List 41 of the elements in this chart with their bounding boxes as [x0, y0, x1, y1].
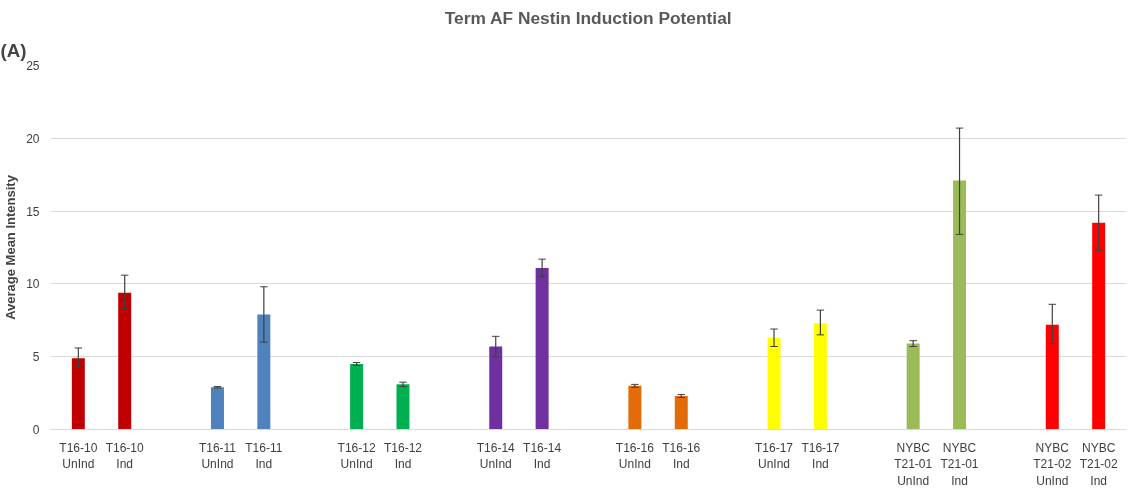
x-tick-label: T16-12 Ind — [383, 440, 423, 472]
bar — [535, 267, 549, 430]
text: (A) — [0, 39, 27, 61]
x-tick-label: T16-11 UnInd — [198, 440, 237, 472]
x-tick-label: T16-10 Ind — [105, 440, 145, 472]
y-tick-label: 0 — [32, 423, 40, 437]
y-axis-title: Average Mean Intensity — [3, 174, 19, 320]
x-tick-label: T16-14 UnInd — [476, 440, 516, 472]
y-tick-label: 10 — [26, 277, 40, 292]
y-tick-label: 20 — [26, 131, 40, 146]
bar — [350, 363, 364, 430]
x-tick-label: NYBC T21-01 Ind — [940, 440, 979, 489]
bar — [71, 358, 85, 430]
x-tick-label: T16-17 Ind — [801, 440, 840, 472]
bar — [118, 292, 132, 430]
bar — [489, 346, 503, 430]
x-tick-label: T16-12 UnInd — [337, 440, 376, 472]
x-tick-label: T16-16 UnInd — [615, 440, 655, 472]
y-tick-label: 15 — [26, 204, 40, 219]
y-tick-label: 5 — [32, 350, 40, 365]
x-tick-label: T16-14 Ind — [523, 440, 562, 472]
bar — [906, 343, 920, 430]
bar — [257, 314, 271, 430]
x-tick-label: T16-17 UnInd — [755, 440, 794, 472]
x-tick-label: T16-16 Ind — [662, 440, 701, 472]
bar — [210, 387, 224, 430]
bar — [1045, 324, 1059, 430]
bar — [674, 396, 688, 430]
bar — [396, 384, 410, 430]
x-tick-label: T16-10 UnInd — [59, 440, 98, 472]
x-tick-label: NYBC T21-02 UnInd — [1033, 440, 1072, 489]
x-tick-label: T16-11 Ind — [245, 440, 283, 472]
bar — [767, 337, 781, 430]
y-tick-label: 25 — [26, 59, 40, 73]
x-tick-label: NYBC T21-01 UnInd — [894, 440, 933, 489]
chart-title: Term AF Nestin Induction Potential — [444, 7, 732, 28]
x-tick-label: NYBC T21-02 Ind — [1079, 440, 1119, 489]
bar — [953, 180, 967, 430]
bar — [628, 385, 642, 430]
bar — [1092, 222, 1106, 430]
bar — [813, 323, 827, 430]
